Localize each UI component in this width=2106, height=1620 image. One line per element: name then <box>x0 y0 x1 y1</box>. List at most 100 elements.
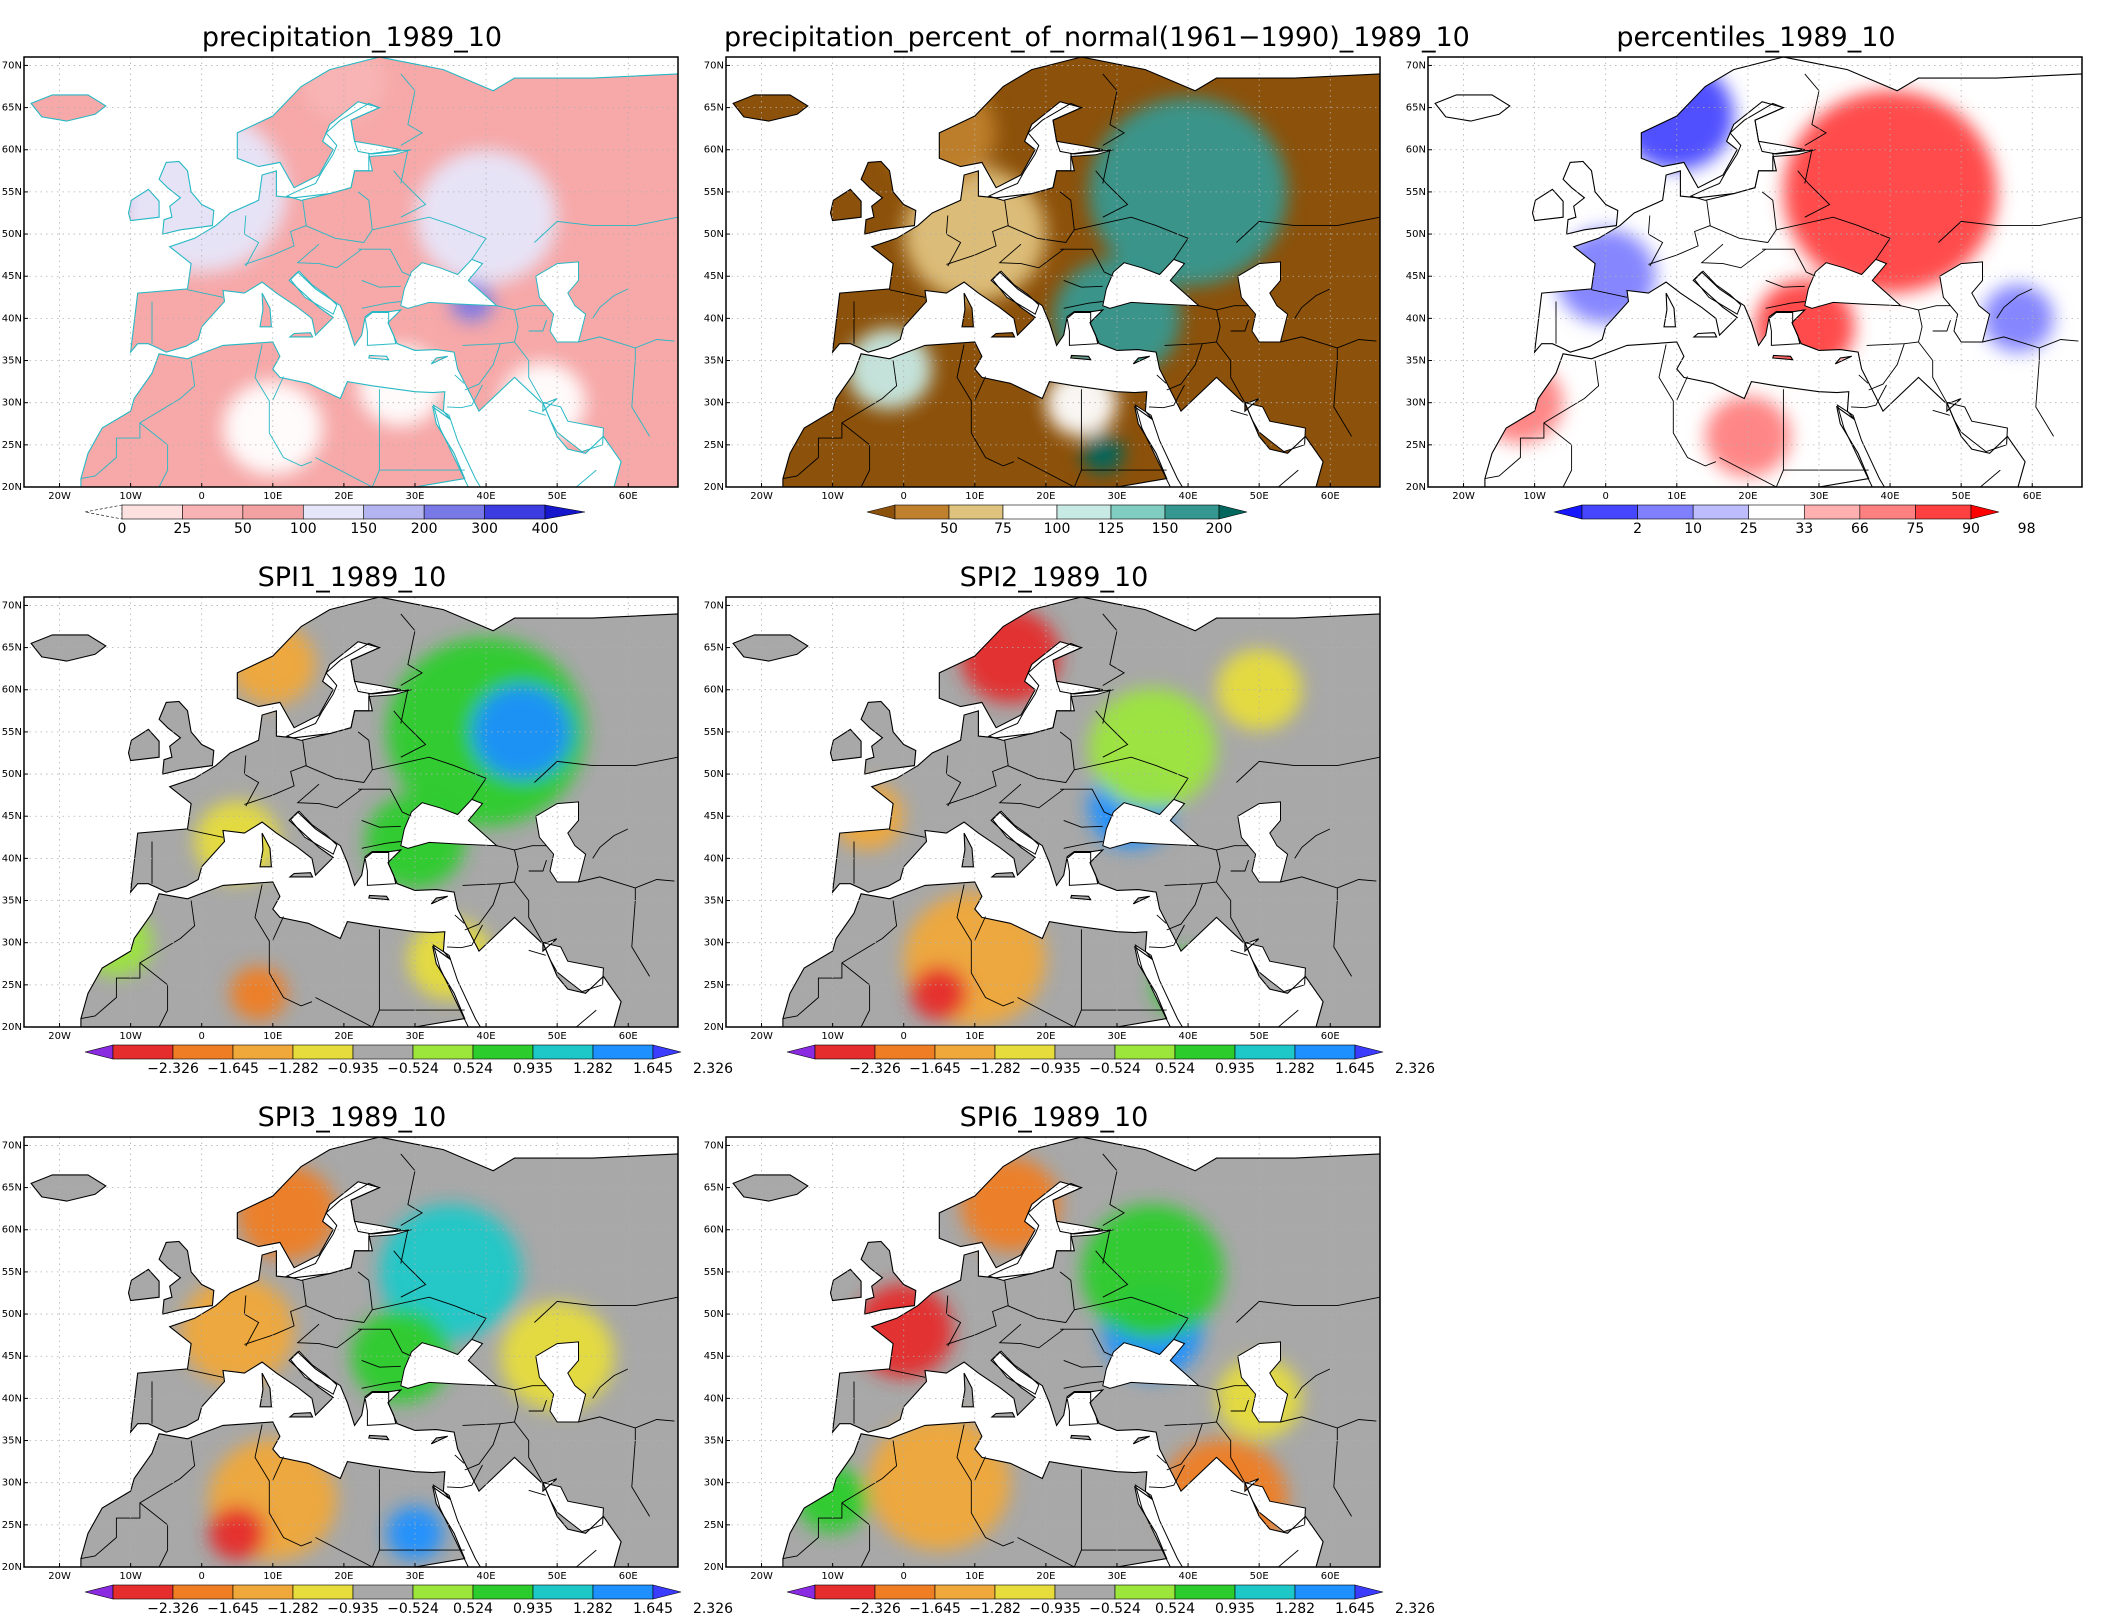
lon-tick-label: 10W <box>119 491 142 502</box>
colorbar-swatch <box>592 1044 654 1060</box>
country-border <box>1063 841 1103 849</box>
lat-tick-label: 25N <box>2 1520 22 1531</box>
colorbar-swatch <box>1234 1044 1296 1060</box>
map-percent-of-normal: 20W 10W 0 10E 20E 30E 40E 50E 60E 70N 65N 60N 55N 50N… <box>704 56 1381 537</box>
lat-tick-label: 20N <box>704 1562 724 1573</box>
lat-tick-label: 45N <box>2 1351 22 1362</box>
country-border <box>244 200 307 265</box>
inland-water <box>400 798 499 849</box>
country-border <box>243 1295 247 1315</box>
lat-tick-label: 40N <box>2 853 22 864</box>
colorbar-label: −0.935 <box>327 1601 379 1617</box>
inland-water <box>535 1341 587 1423</box>
lat-tick-label: 25N <box>2 440 22 451</box>
lat-tick-label: 45N <box>1406 271 1426 282</box>
country-border <box>1648 200 1711 265</box>
colorbar-label: 100 <box>290 521 317 537</box>
country-border <box>1762 248 1816 277</box>
country-border <box>361 841 401 849</box>
colorbar-label: 0.524 <box>1155 1061 1195 1077</box>
country-border <box>244 233 260 267</box>
country-border <box>272 916 284 941</box>
country-border <box>974 376 986 401</box>
panel-spi3: SPI3_1989_10 20W 10W 0 10E 20E 30E 40E 50E 60E 70… <box>0 1080 733 1620</box>
country-border <box>454 914 465 924</box>
country-border <box>1148 384 1185 409</box>
coastline <box>30 94 107 122</box>
colorbar-swatch <box>182 504 244 520</box>
coastline <box>259 292 272 328</box>
coastline <box>80 1421 466 1567</box>
lon-tick-label: 40E <box>1881 491 1900 502</box>
coastline <box>732 1174 809 1202</box>
colorbar-label: 200 <box>1206 521 1233 537</box>
inland-water <box>1102 1338 1201 1389</box>
colorbar-swatch <box>874 1044 936 1060</box>
country-border <box>1797 170 1831 218</box>
coastline <box>368 894 390 901</box>
colorbar-swatch <box>814 1044 876 1060</box>
country-border <box>841 1502 871 1567</box>
country-border <box>946 1313 962 1347</box>
inland-water <box>535 801 587 883</box>
lat-tick-label: 20N <box>704 482 724 493</box>
lat-tick-label: 35N <box>2 1436 22 1447</box>
lat-tick-label: 60N <box>2 145 22 156</box>
lat-tick-label: 20N <box>2 1562 22 1573</box>
coastline <box>288 1412 314 1418</box>
coastline <box>860 160 917 235</box>
coastline <box>961 292 974 328</box>
lat-tick-label: 65N <box>1406 103 1426 114</box>
colorbar-label: −0.524 <box>1089 1601 1141 1617</box>
field-anomaly-patch <box>1081 433 1125 474</box>
coastline <box>30 1174 107 1202</box>
country-border <box>1063 279 1103 288</box>
colorbar-swatch <box>1803 504 1861 520</box>
panel-spi2: SPI2_1989_10 20W 10W 0 10E 20E 30E 40E 50E 60E 70… <box>702 540 1435 1080</box>
coastline <box>860 1240 917 1315</box>
lon-tick-label: 60E <box>619 491 638 502</box>
colorbar-swatch <box>352 1044 414 1060</box>
lat-tick-label: 60N <box>2 1225 22 1236</box>
lat-tick-label: 20N <box>704 1022 724 1033</box>
lat-tick-label: 35N <box>2 356 22 367</box>
inland-water <box>289 810 338 855</box>
lon-tick-label: 20W <box>750 491 773 502</box>
country-border <box>946 740 1009 805</box>
lon-tick-label: 50E <box>548 1571 567 1582</box>
colorbar-label: −0.524 <box>387 1061 439 1077</box>
colorbar-label: 1.282 <box>573 1061 613 1077</box>
coastline <box>129 57 678 487</box>
coastline <box>1132 355 1150 365</box>
country-border <box>1216 341 1246 403</box>
lat-tick-label: 25N <box>704 440 724 451</box>
inland-water <box>991 1350 1040 1395</box>
colorbar-label: −1.645 <box>207 1601 259 1617</box>
lat-tick-label: 50N <box>704 1309 724 1320</box>
coastline <box>288 872 314 878</box>
colorbar-swatch <box>121 504 183 520</box>
colorbar-swatch <box>934 1584 996 1600</box>
country-border <box>578 876 650 977</box>
colorbar-label: 0.935 <box>513 1601 553 1617</box>
lon-tick-label: 20W <box>750 1571 773 1582</box>
country-border <box>1938 216 2082 243</box>
colorbar-label: 90 <box>1962 521 1980 537</box>
country-border <box>2039 339 2079 349</box>
colorbar-low-arrow <box>1553 504 1583 520</box>
country-border <box>446 384 483 409</box>
lat-tick-label: 55N <box>2 727 22 738</box>
colorbar-label: 200 <box>411 521 438 537</box>
coastline <box>732 94 809 122</box>
inland-water <box>991 270 1040 315</box>
country-border <box>1102 689 1111 724</box>
lat-tick-label: 30N <box>704 938 724 949</box>
lat-tick-label: 40N <box>704 853 724 864</box>
country-border <box>575 1549 597 1567</box>
country-border <box>635 1419 675 1429</box>
colorbar-label: 25 <box>1740 521 1758 537</box>
panel-title: SPI2_1989_10 <box>959 562 1149 593</box>
country-border <box>244 1313 260 1347</box>
country-border <box>1658 344 1717 467</box>
colorbar-low-arrow <box>84 504 123 520</box>
